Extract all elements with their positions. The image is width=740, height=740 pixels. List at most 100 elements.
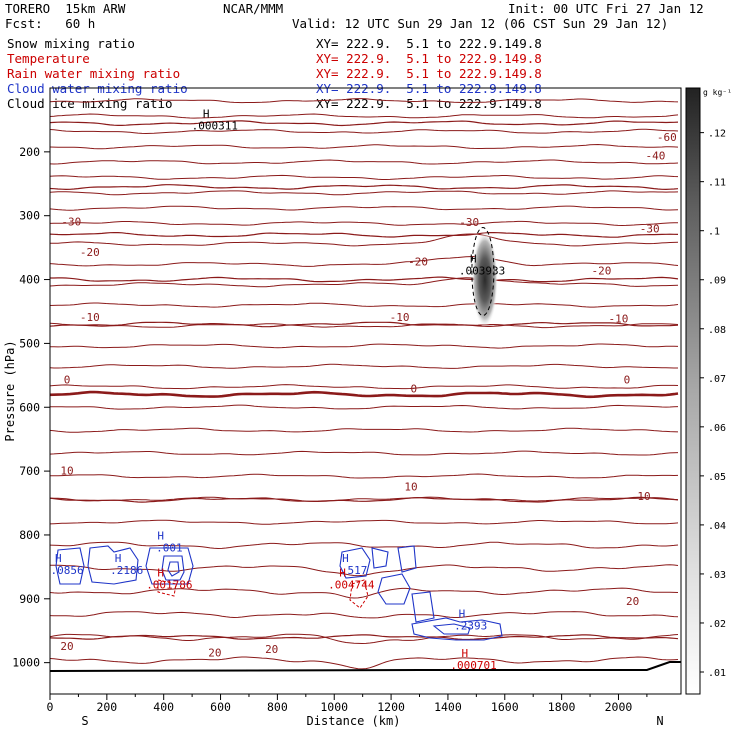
x-tick-label: 1800 xyxy=(548,700,576,714)
temperature-contour xyxy=(50,450,679,456)
maximum-value-label: .517 xyxy=(341,564,368,577)
temperature-contour xyxy=(50,519,679,525)
isotherm--30 xyxy=(50,232,679,238)
temperature-contour xyxy=(50,363,678,369)
plot-frame xyxy=(49,87,682,695)
north-end-label: N xyxy=(656,714,663,728)
maximum-h-marker: H xyxy=(157,530,164,543)
temperature-label: 10 xyxy=(637,490,650,503)
field-temperature-label: Temperature xyxy=(7,51,90,66)
maximum-value-label: .001 xyxy=(156,542,183,555)
colorbar-tick-label: .02 xyxy=(708,619,726,630)
forecast-hour: Fcst: 60 h xyxy=(5,16,96,31)
temperature-label: 20 xyxy=(60,640,73,653)
temperature-label: 0 xyxy=(411,383,418,396)
x-tick-label: 200 xyxy=(96,700,117,714)
cloud-ice-shading xyxy=(471,231,498,328)
colorbar: .01 .02 .03 .04 .05 .06 .07 .08 .09 .1 .11 .12 g kg⁻… xyxy=(685,87,732,695)
temperature-label: 0 xyxy=(64,374,71,387)
temperature-contour xyxy=(50,564,679,577)
y-tick-label: 300 xyxy=(19,209,40,223)
colorbar-unit: g kg⁻¹ xyxy=(703,88,732,97)
y-tick-label: 200 xyxy=(19,145,40,159)
y-tick-label: 400 xyxy=(19,273,40,287)
cloud-water-contour xyxy=(371,547,389,569)
temperature-label: -30 xyxy=(640,222,660,235)
temperature-label: -20 xyxy=(408,256,428,269)
isotherm--20 xyxy=(50,276,679,283)
colorbar-tick-label: .1 xyxy=(708,227,720,238)
maximum-h-marker: H xyxy=(55,552,62,565)
temperature-contour xyxy=(50,587,679,599)
temperature-contour xyxy=(50,205,679,211)
cloud-water-contour xyxy=(339,547,371,579)
temperature-contour xyxy=(50,473,679,479)
maximum-value-label: .004744 xyxy=(328,579,375,592)
colorbar-tick-label: .08 xyxy=(708,325,726,336)
maximum-value-label: .2186 xyxy=(110,564,143,577)
south-end-label: S xyxy=(81,714,88,728)
maximum-value-label: .2393 xyxy=(454,619,487,632)
y-tick-label: 700 xyxy=(19,464,40,478)
temperature-contour xyxy=(50,143,679,150)
temperature-contour xyxy=(50,496,679,502)
rain-water-contour xyxy=(349,579,369,609)
isotherm--10 xyxy=(50,321,679,328)
temperature-contour xyxy=(50,277,679,288)
maximum-h-marker: H xyxy=(470,252,477,265)
field-temperature-xy: XY= 222.9. 5.1 to 222.9.149.8 xyxy=(316,51,542,66)
x-tick-label: 2000 xyxy=(605,700,633,714)
maximum-h-marker: H xyxy=(339,567,346,580)
temperature-contour xyxy=(50,174,679,180)
colorbar-tick-label: .07 xyxy=(708,374,726,385)
temperature-contour xyxy=(50,98,679,104)
temperature-contour xyxy=(50,427,679,433)
temperature-label: -10 xyxy=(390,311,410,324)
temperature-contour xyxy=(50,128,679,135)
temperature-label: -20 xyxy=(80,246,100,259)
cloud-water-contour xyxy=(397,545,417,573)
temperature-contour xyxy=(50,656,679,670)
x-tick-label: 1000 xyxy=(320,700,348,714)
cloud-water-contour xyxy=(167,561,180,577)
colorbar-gradient xyxy=(685,87,701,695)
cloud-water-contour xyxy=(411,591,435,623)
colorbar-tick-label: .09 xyxy=(708,276,726,287)
x-tick-label: 1600 xyxy=(491,700,519,714)
rain-water-contour xyxy=(157,579,177,597)
temperature-contour xyxy=(50,633,679,645)
maximum-h-marker: H xyxy=(462,647,469,660)
maximum-value-label: .001786 xyxy=(146,579,192,592)
temperature-label: -20 xyxy=(591,264,611,277)
y-tick-label: 900 xyxy=(19,592,40,606)
cloud-water-contour xyxy=(432,623,471,635)
temperature-label: -30 xyxy=(61,215,81,228)
cloud-water-contour xyxy=(145,547,194,585)
cloud-ice-contour xyxy=(471,227,495,317)
maximum-h-marker: H xyxy=(342,552,349,565)
cloud-water-contour xyxy=(411,617,503,641)
temperature-contour xyxy=(50,322,679,329)
temperature-contour xyxy=(50,404,679,410)
maximum-value-label: .000701 xyxy=(450,659,496,672)
y-axis-label: Pressure (hPa) xyxy=(3,340,17,441)
maximum-value-label: .003933 xyxy=(459,264,505,277)
model-title: TORERO 15km ARW xyxy=(5,1,126,16)
isotherm--60 xyxy=(50,120,679,127)
x-tick-label: 800 xyxy=(267,700,288,714)
temperature-contour xyxy=(50,384,679,390)
temperature-label: 20 xyxy=(626,595,639,608)
cloud-water-contour xyxy=(161,555,185,581)
valid-time: Valid: 12 UTC Sun 29 Jan 12 (06 CST Sun … xyxy=(292,16,669,31)
x-tick-label: 400 xyxy=(153,700,174,714)
isotherm-10 xyxy=(50,496,679,503)
colorbar-tick-label: .12 xyxy=(708,129,726,140)
colorbar-tick-label: .06 xyxy=(708,423,726,434)
temperature-contour xyxy=(50,302,679,308)
x-tick-label: 0 xyxy=(47,700,54,714)
temperature-contour xyxy=(50,220,678,227)
temperature-label: -60 xyxy=(657,131,677,144)
cloud-water-contour xyxy=(55,547,85,585)
x-tick-label: 600 xyxy=(210,700,231,714)
